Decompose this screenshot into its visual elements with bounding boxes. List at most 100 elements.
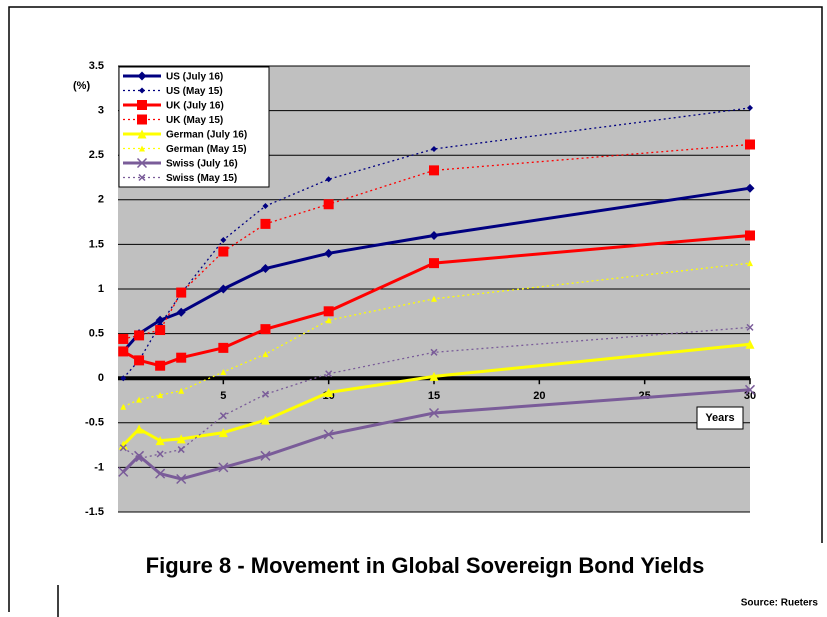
marker bbox=[136, 396, 143, 403]
y-tick-label: 0.5 bbox=[89, 328, 104, 340]
marker bbox=[135, 454, 143, 463]
marker bbox=[218, 462, 229, 473]
marker bbox=[176, 307, 186, 317]
marker bbox=[177, 446, 185, 454]
marker bbox=[325, 317, 332, 324]
marker bbox=[219, 412, 227, 420]
marker bbox=[118, 440, 128, 450]
legend-marker bbox=[139, 145, 145, 152]
marker bbox=[261, 390, 269, 398]
marker bbox=[323, 306, 334, 317]
marker bbox=[325, 370, 333, 378]
marker bbox=[155, 360, 166, 371]
x-label-box bbox=[696, 406, 744, 430]
marker bbox=[218, 428, 228, 438]
marker bbox=[428, 407, 440, 419]
marker bbox=[156, 450, 164, 458]
x-tick-label: 30 bbox=[744, 390, 756, 402]
y-tick-label: 0 bbox=[98, 372, 104, 384]
legend-marker bbox=[137, 100, 147, 110]
legend-label: UK (July 16) bbox=[166, 101, 224, 112]
marker bbox=[260, 324, 271, 335]
marker bbox=[260, 218, 271, 229]
x-axis-label: Years bbox=[705, 412, 734, 424]
marker bbox=[118, 333, 129, 344]
marker bbox=[323, 429, 334, 440]
marker bbox=[262, 351, 269, 358]
marker bbox=[155, 468, 166, 479]
legend-marker bbox=[137, 114, 147, 125]
marker bbox=[745, 183, 755, 193]
marker bbox=[745, 339, 755, 349]
marker bbox=[155, 315, 165, 325]
marker bbox=[323, 199, 334, 210]
legend bbox=[118, 66, 270, 188]
chart-title: Figure 8 - Movement in Global Sovereign … bbox=[146, 553, 705, 578]
marker bbox=[745, 139, 755, 150]
marker bbox=[747, 260, 753, 267]
x-tick-label: 5 bbox=[220, 390, 226, 402]
marker bbox=[429, 258, 439, 269]
marker bbox=[176, 473, 187, 485]
marker bbox=[429, 371, 439, 381]
legend-label: German (May 15) bbox=[166, 144, 247, 155]
marker bbox=[120, 403, 127, 410]
marker bbox=[262, 203, 269, 210]
marker bbox=[220, 368, 227, 375]
series-line bbox=[123, 143, 751, 340]
legend-marker bbox=[136, 157, 148, 169]
marker bbox=[119, 444, 127, 452]
legend-marker bbox=[137, 71, 147, 81]
marker bbox=[120, 375, 127, 382]
marker bbox=[134, 330, 145, 341]
y-tick-label: 3 bbox=[98, 105, 104, 117]
legend-label: UK (May 15) bbox=[166, 115, 223, 126]
marker bbox=[134, 450, 145, 461]
legend-label: US (July 16) bbox=[166, 72, 223, 83]
marker bbox=[218, 284, 228, 294]
marker bbox=[155, 325, 166, 336]
marker bbox=[260, 415, 270, 425]
legend-label: Swiss (July 16) bbox=[166, 159, 238, 170]
frame bbox=[8, 6, 823, 612]
marker bbox=[324, 387, 334, 397]
legend-label: German (July 16) bbox=[166, 130, 247, 141]
marker bbox=[218, 342, 229, 353]
legend-marker bbox=[138, 173, 146, 182]
marker bbox=[324, 248, 334, 258]
marker bbox=[746, 323, 754, 331]
marker bbox=[744, 384, 756, 395]
y-tick-label: 1 bbox=[98, 283, 104, 295]
marker bbox=[134, 355, 145, 366]
legend-marker bbox=[139, 87, 145, 94]
marker bbox=[134, 424, 144, 434]
marker bbox=[155, 436, 165, 446]
x-tick-label: 15 bbox=[428, 390, 440, 402]
marker bbox=[176, 352, 187, 363]
y-tick-label: -0.5 bbox=[85, 417, 104, 429]
y-tick-label: -1 bbox=[94, 461, 104, 473]
marker bbox=[429, 165, 439, 176]
marker bbox=[430, 348, 438, 356]
y-tick-label: -1.5 bbox=[85, 506, 104, 518]
y-axis-label: (%) bbox=[73, 80, 90, 92]
y-tick-label: 2.5 bbox=[89, 149, 104, 161]
marker bbox=[260, 450, 271, 461]
marker bbox=[118, 466, 129, 477]
marker bbox=[176, 287, 187, 298]
marker bbox=[178, 387, 185, 394]
legend-label: US (May 15) bbox=[166, 86, 223, 97]
marker bbox=[157, 392, 164, 399]
marker bbox=[747, 104, 753, 111]
y-tick-label: 1.5 bbox=[89, 238, 104, 250]
y-tick-label: 2 bbox=[98, 194, 104, 206]
marker bbox=[745, 230, 755, 241]
marker bbox=[429, 230, 439, 240]
legend-label: Swiss (May 15) bbox=[166, 173, 237, 184]
marker bbox=[431, 145, 437, 152]
source: Source: Rueters bbox=[741, 598, 819, 609]
marker bbox=[260, 263, 270, 273]
marker bbox=[118, 346, 129, 357]
marker bbox=[218, 246, 229, 257]
